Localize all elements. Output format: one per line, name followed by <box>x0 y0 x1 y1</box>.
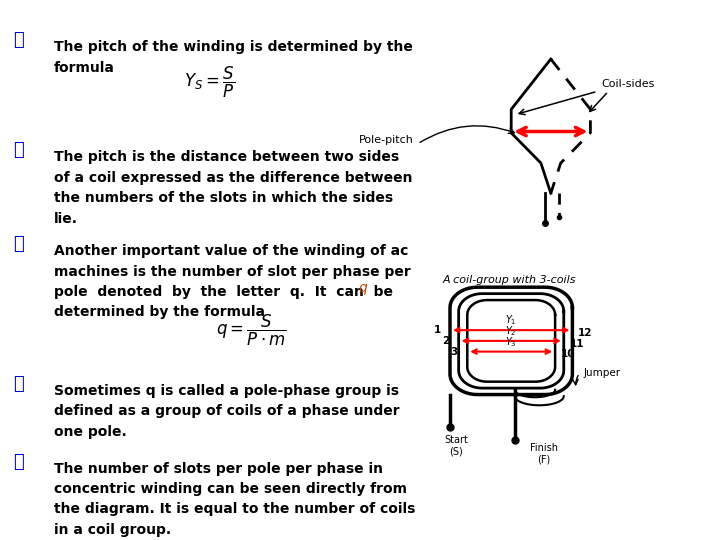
Text: $Y_3$: $Y_3$ <box>505 335 517 349</box>
Text: Another important value of the winding of ac: Another important value of the winding o… <box>54 244 408 258</box>
Text: $Y_S = \dfrac{S}{P}$: $Y_S = \dfrac{S}{P}$ <box>184 65 235 100</box>
Text: ⧖: ⧖ <box>13 453 23 471</box>
Text: the numbers of the slots in which the sides: the numbers of the slots in which the si… <box>54 191 393 205</box>
Text: Jumper: Jumper <box>583 368 621 378</box>
Text: 3: 3 <box>451 347 458 356</box>
Text: Pole-pitch: Pole-pitch <box>359 134 414 145</box>
Text: ⧖: ⧖ <box>13 31 23 49</box>
Text: Sometimes q is called a pole-phase group is: Sometimes q is called a pole-phase group… <box>54 384 399 398</box>
Text: the diagram. It is equal to the number of coils: the diagram. It is equal to the number o… <box>54 502 415 516</box>
Text: in a coil group.: in a coil group. <box>54 523 171 537</box>
Text: 12: 12 <box>578 328 593 338</box>
Text: $q = \dfrac{S}{P \cdot m}$: $q = \dfrac{S}{P \cdot m}$ <box>216 313 287 348</box>
Text: 10: 10 <box>561 349 575 359</box>
Text: The number of slots per pole per phase in: The number of slots per pole per phase i… <box>54 462 383 476</box>
Text: defined as a group of coils of a phase under: defined as a group of coils of a phase u… <box>54 404 400 418</box>
Text: 2: 2 <box>442 336 449 346</box>
Text: of a coil expressed as the difference between: of a coil expressed as the difference be… <box>54 171 413 185</box>
Text: formula: formula <box>54 60 115 75</box>
Text: Coil-sides: Coil-sides <box>601 79 654 89</box>
Text: machines is the number of slot per phase per: machines is the number of slot per phase… <box>54 265 410 279</box>
Text: The pitch is the distance between two sides: The pitch is the distance between two si… <box>54 150 399 164</box>
Text: Start
(S): Start (S) <box>444 435 469 456</box>
Text: $Y_2$: $Y_2$ <box>505 325 517 338</box>
Text: 11: 11 <box>570 339 584 348</box>
Text: $q$: $q$ <box>359 282 369 298</box>
Text: ⧖: ⧖ <box>13 235 23 253</box>
Text: 1: 1 <box>433 325 441 335</box>
Text: pole  denoted  by  the  letter  q.  It  can  be: pole denoted by the letter q. It can be <box>54 285 393 299</box>
Text: one pole.: one pole. <box>54 424 127 438</box>
Text: concentric winding can be seen directly from: concentric winding can be seen directly … <box>54 482 407 496</box>
Text: lie.: lie. <box>54 212 78 226</box>
Text: ⧖: ⧖ <box>13 141 23 159</box>
Text: ⧖: ⧖ <box>13 375 23 393</box>
Text: A coil-group with 3-coils: A coil-group with 3-coils <box>443 275 576 285</box>
Text: The pitch of the winding is determined by the: The pitch of the winding is determined b… <box>54 40 413 54</box>
Text: $Y_1$: $Y_1$ <box>505 314 517 327</box>
Text: Finish
(F): Finish (F) <box>530 443 557 464</box>
Text: determined by the formula: determined by the formula <box>54 306 265 320</box>
